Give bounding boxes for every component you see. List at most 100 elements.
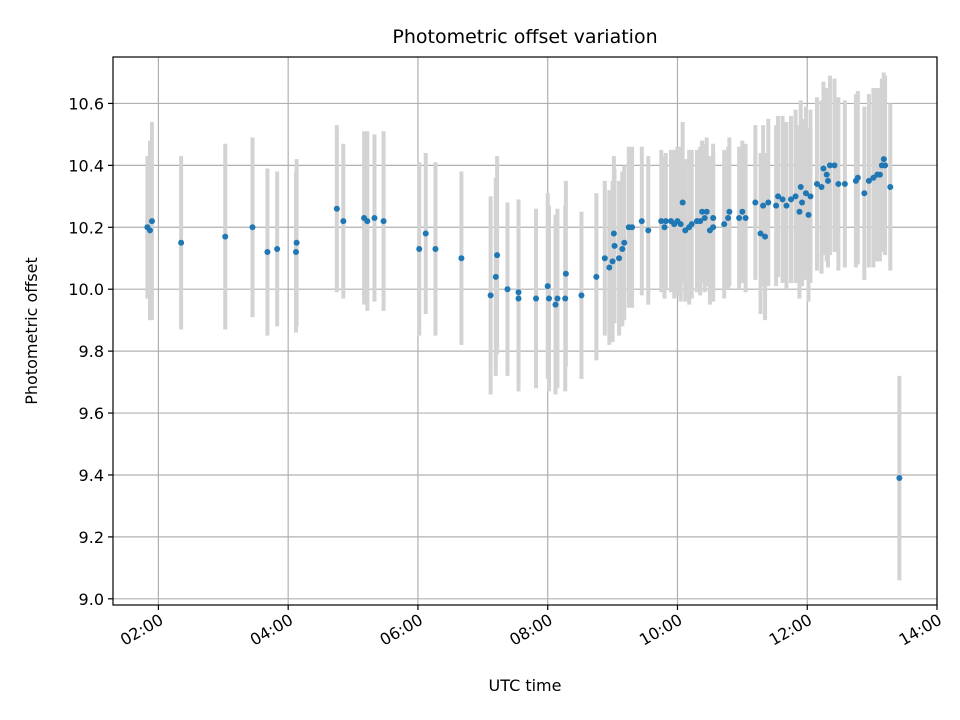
data-point	[876, 171, 883, 178]
data-point	[757, 230, 764, 237]
data-point	[606, 264, 613, 271]
data-point	[799, 199, 806, 206]
data-point	[222, 233, 229, 240]
data-point	[679, 199, 686, 206]
data-point	[805, 211, 812, 218]
data-point	[880, 156, 887, 163]
data-point	[554, 295, 561, 302]
data-point	[593, 273, 600, 280]
data-point	[610, 230, 617, 237]
data-point	[831, 162, 838, 169]
grid	[113, 57, 938, 605]
data-point	[621, 239, 628, 246]
data-point	[736, 214, 743, 221]
data-point	[492, 273, 499, 280]
data-point	[601, 255, 608, 262]
data-point	[178, 239, 185, 246]
data-point	[818, 184, 825, 191]
data-point	[661, 224, 668, 231]
data-point	[742, 214, 749, 221]
data-point	[515, 295, 522, 302]
data-point	[638, 218, 645, 225]
data-point	[882, 162, 889, 169]
data-point	[422, 230, 429, 237]
data-point	[293, 239, 300, 246]
y-tick-label: 9.6	[79, 404, 104, 423]
y-tick-label: 9.0	[79, 590, 104, 609]
data-point	[677, 221, 684, 228]
data-point	[515, 289, 522, 296]
data-point	[619, 245, 626, 252]
y-tick-label: 10.6	[68, 94, 104, 113]
data-point	[807, 193, 814, 200]
data-point	[697, 218, 704, 225]
data-point	[616, 255, 623, 262]
data-point	[487, 292, 494, 299]
data-point	[458, 255, 465, 262]
data-point	[796, 208, 803, 215]
data-point	[721, 221, 728, 228]
data-point	[562, 295, 569, 302]
data-point	[783, 202, 790, 209]
data-point	[578, 292, 585, 299]
y-tick-label: 9.4	[79, 466, 104, 485]
data-point	[629, 224, 636, 231]
data-point	[841, 180, 848, 187]
data-point	[887, 184, 894, 191]
y-tick-label: 9.2	[79, 528, 104, 547]
data-point	[813, 180, 820, 187]
data-point	[611, 242, 618, 249]
data-point	[146, 227, 153, 234]
data-point	[765, 199, 772, 206]
data-point	[688, 221, 695, 228]
y-tick-label: 9.8	[79, 342, 104, 361]
data-point	[533, 295, 540, 302]
data-point	[739, 208, 746, 215]
data-point	[797, 184, 804, 191]
data-point	[788, 196, 795, 203]
data-point	[773, 202, 780, 209]
data-point	[854, 174, 861, 181]
data-point	[364, 218, 371, 225]
data-point	[703, 208, 710, 215]
data-point	[416, 245, 423, 252]
data-point	[710, 224, 717, 231]
data-point	[820, 165, 827, 172]
data-point	[802, 190, 809, 197]
data-point	[760, 202, 767, 209]
y-tick-label: 10.0	[68, 280, 104, 299]
data-point	[861, 190, 868, 197]
data-point	[380, 218, 387, 225]
data-point	[896, 475, 903, 482]
data-point	[546, 295, 553, 302]
x-axis-label: UTC time	[489, 676, 562, 695]
data-point	[552, 301, 559, 308]
data-point	[371, 214, 378, 221]
data-point	[274, 245, 281, 252]
data-point	[701, 214, 708, 221]
chart-title: Photometric offset variation	[392, 26, 657, 48]
data-point	[658, 218, 665, 225]
data-point	[494, 252, 501, 259]
data-point	[699, 208, 706, 215]
data-point	[775, 193, 782, 200]
y-axis-label: Photometric offset	[22, 257, 41, 405]
data-point	[249, 224, 256, 231]
data-point	[340, 218, 347, 225]
data-point	[562, 270, 569, 277]
y-tick-label: 10.2	[68, 218, 104, 237]
data-point	[264, 249, 271, 256]
data-point	[645, 227, 652, 234]
data-point	[826, 162, 833, 169]
y-tick-label: 10.4	[68, 156, 104, 175]
plot-frame	[112, 56, 938, 606]
data-point	[725, 214, 732, 221]
data-point	[824, 177, 831, 184]
data-point	[823, 171, 830, 178]
data-point	[333, 205, 340, 212]
data-point	[835, 180, 842, 187]
data-point	[544, 283, 551, 290]
data-point	[432, 245, 439, 252]
data-point	[752, 199, 759, 206]
